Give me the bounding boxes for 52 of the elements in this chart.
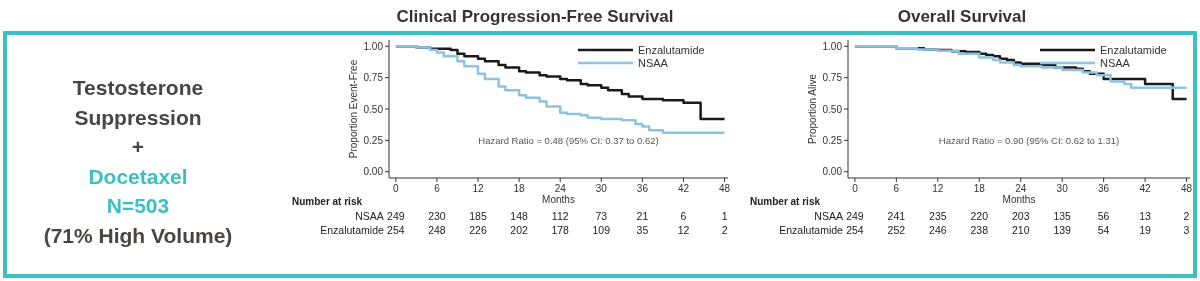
x-tick-label: 48	[719, 183, 731, 194]
chart-title: Overall Survival	[897, 7, 1027, 26]
y-tick-label: 1.00	[822, 40, 843, 52]
text: Number at risk	[750, 196, 821, 207]
x-tick-label: 42	[1139, 183, 1152, 194]
text: +	[131, 135, 145, 158]
x-axis-title: Months	[542, 194, 575, 205]
text: Number at risk	[292, 196, 363, 207]
text: (71% High Volume)	[43, 223, 233, 247]
x-tick-label: 30	[595, 183, 608, 194]
x-tick-label: 48	[1180, 183, 1193, 194]
x-tick-label: 42	[677, 183, 690, 194]
legend-label: NSAA	[1100, 56, 1131, 69]
text: N=503	[106, 194, 170, 217]
text: Enzalutamide 254 248 226 202 178 109 35 12 2	[320, 224, 728, 236]
text: NSAA 249 241 235 220 203 135 56 13 2	[814, 210, 1190, 222]
x-tick-label: 6	[893, 183, 900, 194]
text: NSAA 249 230 185 148 112 73 21 6 1	[355, 210, 728, 222]
text: Suppression	[74, 105, 202, 129]
x-tick-label: 18	[973, 183, 986, 194]
x-tick-label: 0	[852, 183, 859, 194]
y-tick-label: 0.50	[363, 103, 384, 115]
y-tick-label: 0.75	[822, 72, 843, 84]
x-tick-label: 36	[636, 183, 649, 194]
y-tick-label: 0.50	[822, 103, 843, 115]
legend-label: Enzalutamide	[1100, 43, 1167, 56]
text: Docetaxel	[88, 164, 188, 188]
x-axis-title: Months	[1002, 194, 1036, 205]
text: Testosterone	[72, 76, 204, 99]
y-tick-label: 0.25	[363, 134, 384, 146]
y-axis-title: Proportion Alive	[807, 73, 818, 145]
y-tick-label: 0.75	[363, 72, 384, 84]
x-tick-label: 24	[554, 183, 567, 194]
x-tick-label: 12	[472, 183, 485, 194]
y-tick-label: 0.00	[363, 166, 384, 178]
x-tick-label: 18	[513, 183, 526, 194]
text: Enzalutamide 254 252 246 238 210 139 54 19 3	[779, 224, 1190, 236]
y-tick-label: 1.00	[363, 40, 384, 52]
legend-label: Enzalutamide	[638, 43, 705, 56]
x-tick-label: 36	[1098, 183, 1110, 194]
y-axis-title: Proportion Event-Free	[348, 59, 359, 159]
chart-title: Clinical Progression-Free Survival	[396, 7, 674, 26]
annotation: Hazard Ratio = 0.48 (95% CI: 0.37 to 0.62)	[478, 135, 659, 147]
annotation: Hazard Ratio = 0.90 (95% CI: 0.62 to 1.31)	[938, 135, 1120, 147]
x-tick-label: 6	[434, 183, 441, 194]
x-tick-label: 12	[932, 183, 944, 194]
x-tick-label: 0	[393, 183, 400, 194]
legend-label: NSAA	[638, 56, 669, 69]
y-tick-label: 0.25	[822, 134, 843, 146]
x-tick-label: 24	[1015, 183, 1027, 194]
x-tick-label: 30	[1056, 183, 1069, 194]
y-tick-label: 0.00	[822, 166, 843, 178]
